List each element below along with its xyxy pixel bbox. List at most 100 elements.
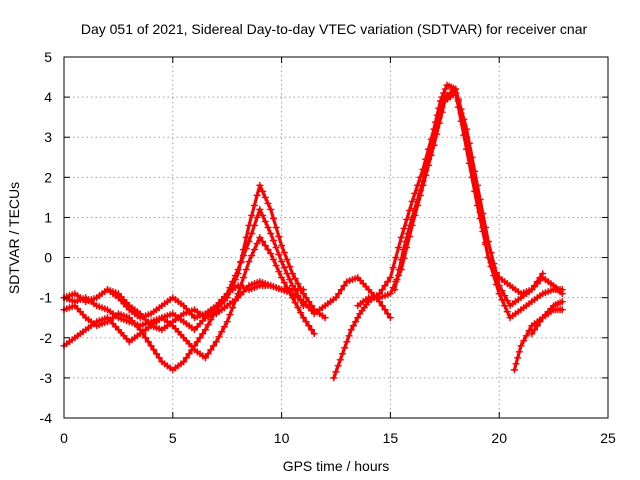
data-point <box>349 322 357 330</box>
data-point <box>193 338 201 346</box>
data-point <box>248 229 256 237</box>
data-point <box>503 308 511 316</box>
data-point <box>229 278 237 286</box>
data-point <box>386 314 394 322</box>
y-tick-label: 0 <box>44 250 52 266</box>
data-point <box>291 299 299 307</box>
data-point <box>259 187 267 195</box>
data-series <box>60 81 566 382</box>
data-point <box>435 113 443 121</box>
data-point <box>150 346 158 354</box>
y-tick-label: -1 <box>40 290 53 306</box>
data-point <box>267 205 275 213</box>
data-point <box>264 223 272 231</box>
data-point <box>402 238 410 246</box>
data-point <box>240 252 248 260</box>
data-point <box>501 302 509 310</box>
data-point <box>332 294 340 302</box>
data-point <box>389 264 397 272</box>
data-point <box>536 274 544 282</box>
data-point <box>393 276 401 284</box>
grid-lines <box>64 57 608 418</box>
data-point <box>302 294 310 302</box>
data-point <box>384 310 392 318</box>
data-point <box>343 338 351 346</box>
data-point <box>536 318 544 326</box>
data-point <box>482 239 490 247</box>
x-tick-label: 0 <box>60 430 68 446</box>
data-point <box>237 259 245 267</box>
data-point <box>272 262 280 270</box>
data-point <box>330 374 338 382</box>
data-point <box>155 354 163 362</box>
data-point <box>492 269 500 277</box>
data-point <box>528 330 536 338</box>
data-point <box>234 266 242 274</box>
data-point <box>414 195 422 203</box>
data-point <box>215 333 223 341</box>
data-point <box>465 148 473 156</box>
data-point <box>267 229 275 237</box>
data-point <box>242 245 250 253</box>
data-point <box>397 234 405 241</box>
data-point <box>272 244 280 252</box>
data-point <box>392 254 400 262</box>
data-point <box>484 254 492 262</box>
x-tick-label: 15 <box>383 430 399 446</box>
y-tick-label: -2 <box>40 330 53 346</box>
data-point <box>294 280 302 288</box>
data-point <box>395 244 403 252</box>
data-point <box>479 223 487 231</box>
data-point <box>539 270 547 278</box>
data-point <box>242 266 250 274</box>
series-line <box>512 308 564 372</box>
data-point <box>487 259 495 267</box>
data-point <box>299 314 307 322</box>
y-tick-label: -3 <box>40 370 53 386</box>
data-point <box>242 234 250 241</box>
y-tick-label: 4 <box>44 89 52 105</box>
data-point <box>223 318 231 326</box>
data-point <box>267 250 275 258</box>
axis-ticks: 0 5 10 15 20 25 -4 -3 -2 -1 0 1 2 3 4 5 <box>40 49 616 446</box>
data-point <box>201 326 209 334</box>
data-point <box>280 264 288 272</box>
data-point <box>278 258 286 266</box>
data-point <box>352 318 360 326</box>
y-axis-label: SDTVAR / TECUs <box>6 182 22 294</box>
data-point <box>408 213 416 221</box>
data-point <box>253 240 261 248</box>
data-point <box>278 242 286 250</box>
data-point <box>201 354 209 362</box>
data-point <box>250 246 258 254</box>
data-point <box>404 229 412 237</box>
data-point <box>264 199 272 207</box>
data-point <box>250 221 258 229</box>
data-point <box>395 266 403 274</box>
data-point <box>473 193 481 201</box>
data-point <box>294 304 302 312</box>
data-point <box>261 217 269 225</box>
data-point <box>256 205 264 213</box>
x-tick-label: 5 <box>169 430 177 446</box>
data-point <box>440 89 448 97</box>
data-point <box>424 155 432 163</box>
x-tick-label: 10 <box>274 430 290 446</box>
data-point <box>280 279 288 287</box>
data-point <box>332 368 340 376</box>
data-point <box>220 323 228 331</box>
series-line <box>356 91 564 320</box>
data-point <box>199 330 207 338</box>
data-point <box>204 350 212 358</box>
data-point <box>182 354 190 362</box>
data-point <box>468 163 476 171</box>
data-point <box>299 286 307 294</box>
data-point <box>259 211 267 219</box>
data-point <box>261 242 269 250</box>
data-point <box>391 286 399 294</box>
data-point <box>381 282 389 290</box>
data-point <box>261 193 269 201</box>
data-point <box>558 298 566 306</box>
y-tick-label: 2 <box>44 169 52 185</box>
data-point <box>335 290 343 298</box>
